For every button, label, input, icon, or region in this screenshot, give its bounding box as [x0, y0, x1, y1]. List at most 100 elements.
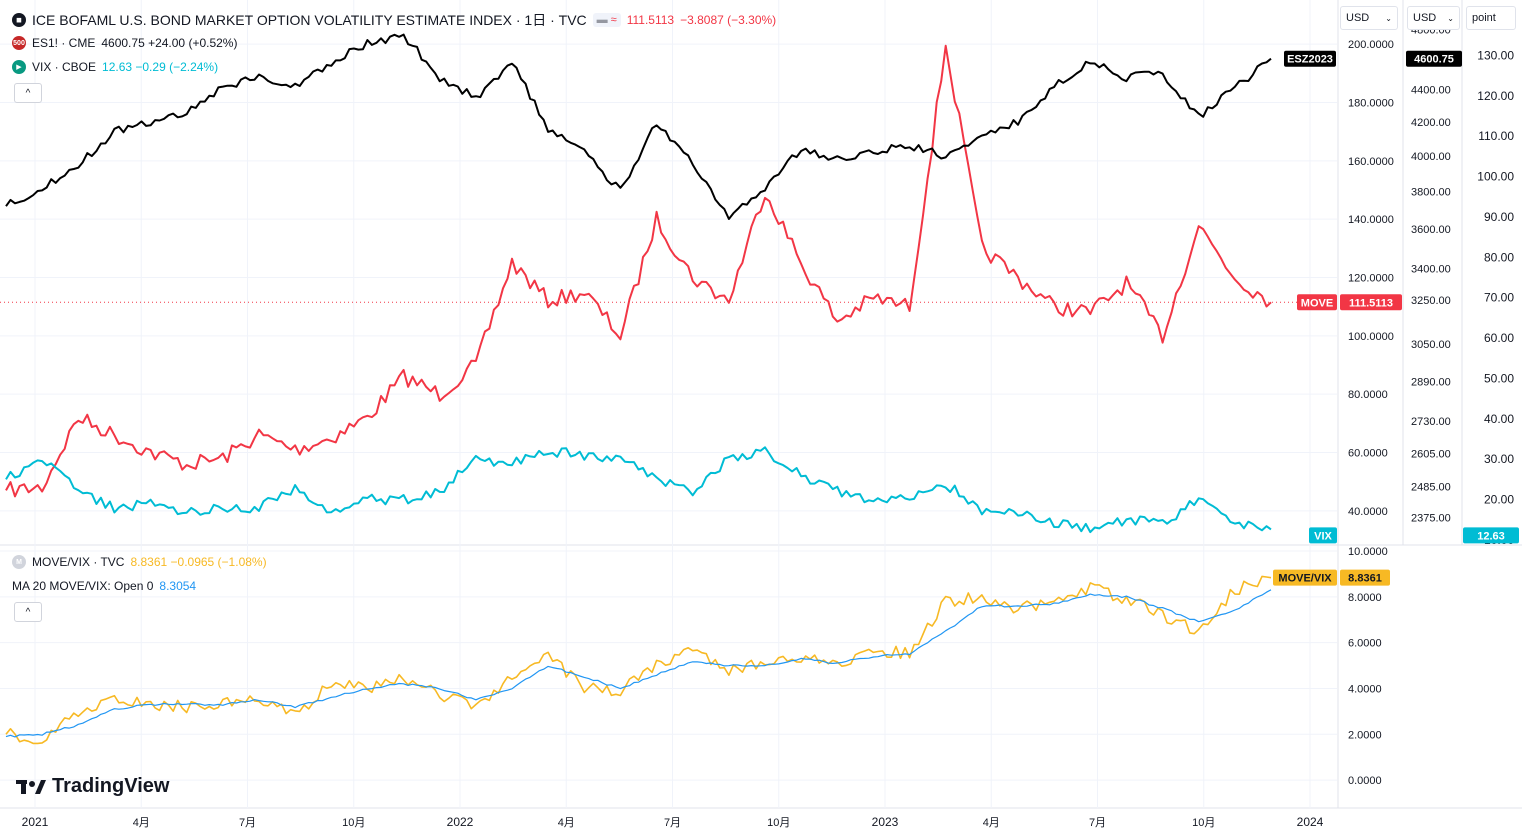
time-axis-label: 4月: [133, 817, 150, 829]
currency-label: USD: [1413, 12, 1437, 24]
ratio-price-badge-text: 8.8361: [1348, 573, 1382, 585]
es-label-badge-bg: [1284, 50, 1336, 67]
ratio-axis-tick: 8.0000: [1348, 592, 1382, 604]
vix-axis-tick: 30.00: [1484, 452, 1514, 466]
time-axis-label: 2022: [447, 815, 474, 829]
ratio-axis-tick: 0.0000: [1348, 775, 1382, 787]
vix-axis-tick: 80.00: [1484, 250, 1514, 264]
ratio-price-badge-bg: [1340, 569, 1390, 586]
vix-axis-tick: 90.00: [1484, 210, 1514, 224]
ma-indicator-name: MA 20 MOVE/VIX: Open 0: [12, 579, 154, 593]
move-price-badge: 111.5113: [1340, 294, 1402, 311]
series-line-ma20: [5, 589, 1272, 738]
time-axis-label: 10月: [767, 817, 790, 829]
es-series-name: ES1! · CME: [32, 36, 96, 50]
move-axis-tick: 200.0000: [1348, 39, 1394, 51]
es-axis-tick: 2375.00: [1411, 513, 1451, 525]
ratio-series-values: 8.8361 −0.0965 (−1.08%): [130, 555, 267, 569]
currency-dropdown-move[interactable]: USD ⌄: [1340, 6, 1398, 30]
vix-legend: ▶ VIX · CBOE 12.63 −0.29 (−2.24%): [12, 60, 218, 74]
es-axis-tick: 2890.00: [1411, 376, 1451, 388]
time-axis-label: 2023: [872, 815, 899, 829]
ma-legend[interactable]: MA 20 MOVE/VIX: Open 0 8.3054: [12, 579, 196, 593]
es-axis-tick: 4200.00: [1411, 117, 1451, 129]
time-axis-label: 7月: [1089, 817, 1106, 829]
move-axis-tick: 60.0000: [1348, 448, 1388, 460]
time-axis-label: 4月: [983, 817, 1000, 829]
vix-axis-tick: 20.00: [1484, 493, 1514, 507]
es-price-badge-bg: [1406, 50, 1462, 67]
es-axis-tick: 3250.00: [1411, 295, 1451, 307]
ratio-symbol-icon: M: [12, 555, 26, 569]
vix-axis-tick: 100.00: [1477, 170, 1514, 184]
time-axis-label: 10月: [342, 817, 365, 829]
ratio-label-badge: MOVE/VIX: [1273, 569, 1337, 586]
move-price-badge-bg: [1340, 294, 1402, 311]
move-label-badge-text: MOVE: [1301, 297, 1333, 309]
ratio-label-badge-bg: [1273, 569, 1337, 586]
approx-icon[interactable]: ≈: [610, 14, 617, 26]
legend-compare-buttons[interactable]: ▬ ≈: [592, 13, 621, 27]
unit-label: point: [1472, 12, 1496, 24]
tradingview-logo[interactable]: TradingView: [16, 775, 169, 798]
es-axis-tick: 3800.00: [1411, 186, 1451, 198]
vix-axis-tick: 60.00: [1484, 331, 1514, 345]
chevron-down-icon: ⌄: [1447, 13, 1454, 23]
ratio-axis-tick: 10.0000: [1348, 546, 1388, 558]
time-axis-label: 10月: [1192, 817, 1215, 829]
es-label-badge-text: ESZ2023: [1287, 54, 1333, 66]
chevron-up-icon: ^: [25, 87, 31, 99]
vix-axis-tick: 110.00: [1478, 129, 1514, 143]
unit-dropdown-vix[interactable]: point: [1466, 6, 1516, 30]
main-series-title: ICE BOFAML U.S. BOND MARKET OPTION VOLAT…: [32, 12, 587, 28]
move-axis-tick: 40.0000: [1348, 506, 1388, 518]
chevron-down-icon: ⌄: [1385, 13, 1392, 23]
es-axis-tick: 3600.00: [1411, 224, 1451, 236]
move-symbol-icon: ◼: [12, 13, 26, 27]
es-price-badge: 4600.75: [1406, 50, 1462, 67]
es-axis-tick: 2605.00: [1411, 449, 1451, 461]
vix-axis-tick: 40.00: [1484, 412, 1514, 426]
es-axis-tick: 3400.00: [1411, 264, 1451, 276]
es-axis-tick: 2730.00: [1411, 416, 1451, 428]
move-axis-tick: 80.0000: [1348, 389, 1388, 401]
ratio-axis-tick: 2.0000: [1348, 729, 1382, 741]
vix-price-badge-bg: [1463, 527, 1519, 544]
time-axis-label: 2021: [22, 815, 49, 829]
es-series-values: 4600.75 +24.00 (+0.52%): [101, 36, 238, 50]
vix-axis-tick: 120.00: [1477, 89, 1514, 103]
main-change-value: −3.8087 (−3.30%): [680, 13, 777, 27]
es-axis-tick: 3050.00: [1411, 339, 1451, 351]
collapse-pane-legend-button[interactable]: ^: [14, 602, 42, 622]
ma-indicator-value: 8.3054: [159, 579, 197, 593]
ratio-label-badge-text: MOVE/VIX: [1278, 573, 1332, 585]
time-axis-label: 7月: [239, 817, 256, 829]
es-axis-tick: 2485.00: [1411, 481, 1451, 493]
series-line-move-vix: [5, 575, 1272, 745]
move-axis-tick: 100.0000: [1348, 331, 1394, 343]
es-label-badge: ESZ2023: [1284, 50, 1336, 67]
vix-label-badge: VIX: [1309, 527, 1337, 544]
ratio-legend: M MOVE/VIX · TVC 8.8361 −0.0965 (−1.08%): [12, 555, 267, 569]
currency-dropdown-es[interactable]: USD ⌄: [1407, 6, 1460, 30]
main-last-value: 111.5113: [626, 13, 675, 27]
vix-axis-tick: 70.00: [1484, 291, 1514, 305]
collapse-legend-button[interactable]: ^: [14, 83, 42, 103]
es-legend: 500 ES1! · CME 4600.75 +24.00 (+0.52%): [12, 36, 237, 50]
move-label-badge-bg: [1297, 294, 1337, 311]
vix-series-name: VIX · CBOE: [32, 60, 97, 74]
move-axis-tick: 180.0000: [1348, 98, 1394, 110]
minus-icon[interactable]: ▬: [596, 14, 608, 26]
series-line-esz2023: [5, 33, 1272, 220]
tradingview-logo-icon: [16, 779, 46, 794]
es-price-badge-text: 4600.75: [1414, 54, 1454, 66]
time-axis-label: 2024: [1297, 815, 1324, 829]
ratio-axis-tick: 4.0000: [1348, 683, 1382, 695]
vix-axis-tick: 50.00: [1484, 371, 1514, 385]
move-price-badge-text: 111.5113: [1349, 297, 1393, 309]
time-axis-label: 4月: [558, 817, 575, 829]
move-label-badge: MOVE: [1297, 294, 1337, 311]
series-line-vix: [5, 446, 1272, 534]
